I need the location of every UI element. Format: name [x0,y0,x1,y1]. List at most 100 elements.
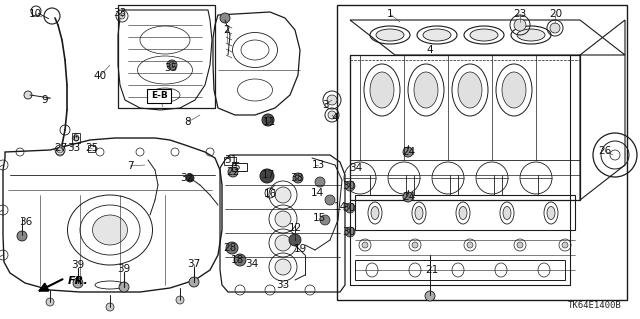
Circle shape [186,174,194,182]
Ellipse shape [517,29,545,41]
Ellipse shape [376,29,404,41]
Text: TK64E1400B: TK64E1400B [568,300,622,309]
Ellipse shape [459,206,467,219]
Circle shape [275,187,291,203]
Text: 3: 3 [322,100,328,110]
Text: 20: 20 [549,9,563,19]
Text: 21: 21 [426,265,438,275]
Circle shape [167,60,177,70]
Text: 26: 26 [598,146,612,156]
Circle shape [328,111,336,119]
Text: 30: 30 [342,203,356,213]
Text: 19: 19 [293,244,307,254]
Text: 31: 31 [225,155,237,165]
Ellipse shape [93,215,127,245]
Circle shape [226,242,238,254]
Text: E-B: E-B [150,92,168,100]
Ellipse shape [423,29,451,41]
Text: 18: 18 [230,255,244,265]
Bar [232,163,247,171]
Text: 33: 33 [276,280,290,290]
Circle shape [73,278,83,288]
Text: 14: 14 [333,202,347,212]
Circle shape [234,254,246,266]
Text: 23: 23 [513,9,527,19]
Text: 4: 4 [427,45,433,55]
Circle shape [73,135,79,141]
Text: 35: 35 [164,63,178,73]
Circle shape [275,235,291,251]
Circle shape [425,291,435,301]
Text: 38: 38 [291,173,303,183]
Circle shape [517,242,523,248]
Bar [72,133,80,143]
Text: 28: 28 [223,243,237,253]
Text: 1: 1 [387,9,394,19]
Text: 40: 40 [93,71,107,81]
Bar [355,260,565,280]
Circle shape [24,91,32,99]
Text: 10: 10 [28,9,42,19]
FancyBboxPatch shape [147,89,171,103]
Circle shape [467,242,473,248]
Text: 32: 32 [180,173,194,183]
Text: 36: 36 [19,217,33,227]
Text: 27: 27 [54,143,68,153]
Text: 30: 30 [342,181,356,191]
Circle shape [289,234,301,246]
Ellipse shape [547,206,555,219]
Bar [88,145,95,152]
Circle shape [262,114,274,126]
Circle shape [403,147,413,157]
Text: 25: 25 [85,143,99,153]
FancyArrowPatch shape [40,279,63,291]
Ellipse shape [414,72,438,108]
Bar [118,5,215,108]
Circle shape [57,147,63,153]
Ellipse shape [503,206,511,219]
Circle shape [228,167,238,177]
Circle shape [189,277,199,287]
Circle shape [176,296,184,304]
Text: FR.: FR. [68,276,89,286]
Circle shape [362,242,368,248]
Text: 8: 8 [185,117,191,127]
Text: 17: 17 [261,170,275,180]
Text: 6: 6 [73,133,79,143]
Text: 14: 14 [310,188,324,198]
Circle shape [315,177,325,187]
Circle shape [119,282,129,292]
Text: 9: 9 [42,95,48,105]
Circle shape [275,211,291,227]
Text: 16: 16 [264,189,276,199]
Text: 13: 13 [312,160,324,170]
Text: 5: 5 [234,162,240,172]
Circle shape [260,169,274,183]
Circle shape [119,13,125,19]
Circle shape [412,242,418,248]
Circle shape [345,181,355,191]
Text: 39: 39 [117,264,131,274]
Circle shape [345,203,355,213]
Circle shape [550,23,560,33]
Circle shape [345,227,355,237]
Text: 4: 4 [332,113,339,123]
Circle shape [325,195,335,205]
Circle shape [562,242,568,248]
Text: 30: 30 [342,227,356,237]
Text: 11: 11 [262,117,276,127]
Text: 33: 33 [113,8,127,18]
Text: 24: 24 [403,192,415,202]
Ellipse shape [458,72,482,108]
Circle shape [320,215,330,225]
Text: 37: 37 [188,259,200,269]
Circle shape [293,173,303,183]
Text: 34: 34 [349,163,363,173]
Circle shape [46,298,54,306]
Text: 2: 2 [224,25,230,35]
Circle shape [106,303,114,311]
Text: 34: 34 [245,259,259,269]
Text: 7: 7 [127,161,133,171]
Text: 39: 39 [72,260,84,270]
Ellipse shape [502,72,526,108]
